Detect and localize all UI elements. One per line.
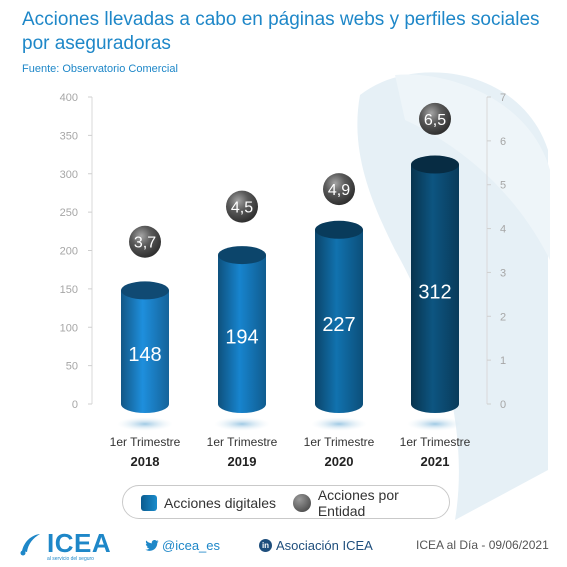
footer-credit: ICEA al Día - 09/06/2021 <box>416 538 549 552</box>
x-axis-tick-label-year: 2021 <box>421 454 450 469</box>
twitter-bird-icon <box>145 540 159 551</box>
legend: Acciones digitales Acciones por Entidad <box>122 485 450 519</box>
logo-tagline: al servicio del seguro <box>47 556 94 562</box>
bar-reflection <box>311 417 367 431</box>
sphere-point <box>129 225 161 258</box>
footer: ICEA al servicio del seguro @icea_es in … <box>0 528 567 562</box>
chart-title: Acciones llevadas a cabo en páginas webs… <box>22 9 540 54</box>
legend-item-acciones-digitales: Acciones digitales <box>141 494 276 512</box>
bar-body <box>315 229 363 413</box>
right-axis-tick-label: 2 <box>500 311 506 323</box>
left-axis-tick-label: 300 <box>60 169 78 181</box>
bar-value-label: 312 <box>418 281 451 303</box>
bar-body <box>121 290 169 413</box>
chart-area: 0 50 100 150 200 250 300 350 400 0 1 2 3 4 5 6 7 148 194… <box>60 92 506 469</box>
legend-label: Acciones por Entidad <box>317 487 399 519</box>
bar-value-label: 227 <box>322 314 355 336</box>
bar-top <box>315 220 363 239</box>
bar-top <box>411 155 459 174</box>
right-axis-tick-label: 3 <box>500 267 506 279</box>
right-axis-tick-label: 0 <box>500 399 506 411</box>
linkedin-icon: in <box>259 539 272 552</box>
x-axis-tick-label: 1er Trimestre <box>207 435 278 449</box>
bars-series: 148 194 227 312 <box>121 155 459 413</box>
bar-value-label: 148 <box>128 344 161 366</box>
sphere-value-label: 3,7 <box>134 235 156 252</box>
sphere-point <box>226 190 258 223</box>
spheres-series: 3,7 4,5 4,9 6,5 <box>129 102 451 258</box>
left-axis-tick-label: 350 <box>60 130 78 142</box>
legend-item-acciones-por-entidad: Acciones por Entidad <box>293 487 449 519</box>
x-axis-labels: 1er Trimestre 2018 1er Trimestre 2019 1er Tr… <box>110 435 471 469</box>
legend-swatch-sphere <box>293 494 311 512</box>
twitter-handle: @icea_es <box>162 538 221 553</box>
left-axis-tick-label: 100 <box>60 322 78 334</box>
icea-logo: ICEA al servicio del seguro <box>18 530 111 562</box>
bar-body <box>411 164 459 413</box>
x-axis-tick-label: 1er Trimestre <box>304 435 375 449</box>
right-axis-tick-label: 5 <box>500 180 506 192</box>
left-axis-tick-label: 0 <box>72 399 78 411</box>
bar-reflection <box>214 417 270 431</box>
left-axis-tick-label: 50 <box>66 361 78 373</box>
logo-wordmark: ICEA <box>47 528 112 558</box>
bar-reflection <box>407 417 463 431</box>
bar-body <box>218 255 266 413</box>
left-axis-tick-label: 400 <box>60 92 78 104</box>
icea-logo-mark <box>20 534 40 556</box>
linkedin-name: Asociación ICEA <box>276 538 373 553</box>
sphere-2: 4,9 <box>323 173 355 206</box>
left-axis: 0 50 100 150 200 250 300 350 400 <box>60 92 93 411</box>
sphere-value-label: 4,9 <box>328 182 350 199</box>
x-axis-tick-label: 1er Trimestre <box>110 435 181 449</box>
bar-top <box>218 246 266 265</box>
sphere-value-label: 4,5 <box>231 200 253 217</box>
right-axis: 0 1 2 3 4 5 6 7 <box>486 92 506 411</box>
bar-reflection <box>117 417 173 431</box>
x-axis-tick-label-year: 2019 <box>228 454 257 469</box>
sphere-3: 6,5 <box>419 102 451 135</box>
sphere-point <box>323 173 355 206</box>
sphere-point <box>419 102 451 135</box>
bar-2: 227 <box>315 220 363 413</box>
sphere-1: 4,5 <box>226 190 258 223</box>
left-axis-tick-label: 150 <box>60 284 78 296</box>
legend-label: Acciones digitales <box>164 495 277 511</box>
x-axis-tick-label-year: 2020 <box>325 454 354 469</box>
bar-3: 312 <box>411 155 459 413</box>
bar-value-label: 194 <box>225 327 258 349</box>
twitter-link[interactable]: @icea_es <box>145 538 220 553</box>
left-axis-tick-label: 200 <box>60 246 78 258</box>
linkedin-link[interactable]: in Asociación ICEA <box>259 538 373 553</box>
left-axis-tick-label: 250 <box>60 207 78 219</box>
x-axis-tick-label-year: 2018 <box>131 454 160 469</box>
sphere-0: 3,7 <box>129 225 161 258</box>
x-axis-tick-label: 1er Trimestre <box>400 435 471 449</box>
bar-0: 148 <box>121 281 169 413</box>
legend-swatch-bar <box>141 495 157 511</box>
bar-top <box>121 281 169 300</box>
bar-shadows <box>117 417 463 431</box>
right-axis-tick-label: 1 <box>500 355 506 367</box>
chart-source: Fuente: Observatorio Comercial <box>22 63 178 75</box>
right-axis-tick-label: 6 <box>500 136 506 148</box>
right-axis-tick-label: 4 <box>500 224 506 236</box>
right-axis-tick-label: 7 <box>500 92 506 104</box>
sphere-value-label: 6,5 <box>424 112 446 129</box>
bar-1: 194 <box>218 246 266 413</box>
